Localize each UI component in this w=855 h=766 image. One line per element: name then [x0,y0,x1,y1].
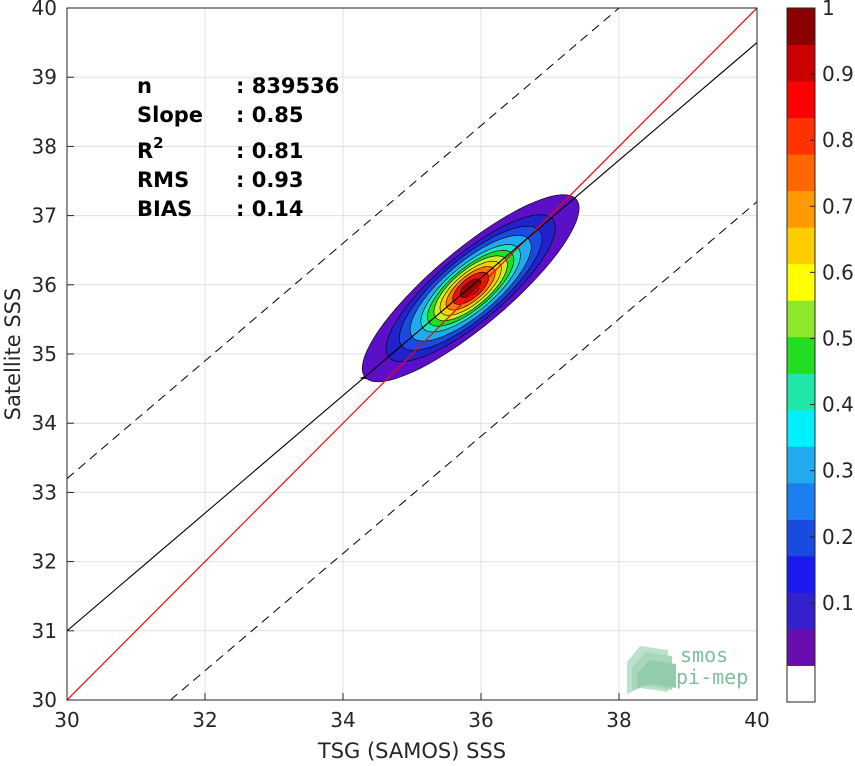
y-axis-ticks: 30 31 32 33 34 35 36 37 38 39 40 [32,0,74,712]
y-tick-label: 34 [32,411,57,435]
colorbar-tick-label: 0.3 [822,459,854,483]
contour-level [460,278,482,298]
stat-key: RMS [137,168,189,192]
colorbar-segment [787,154,815,192]
regression-line [67,42,757,632]
colorbar-segment [787,81,815,119]
x-tick-label: 34 [330,708,355,732]
y-tick-label: 38 [32,134,57,158]
colorbar-ticks: 0.1 0.2 0.3 0.4 0.5 0.6 0.7 0.8 0.9 1 [810,0,854,615]
stat-value: : 839536 [236,74,339,98]
smos-pi-mep-logo: smos pi-mep [627,643,748,694]
colorbar-tick-label: 0.6 [822,260,854,284]
stat-value: : 0.81 [236,139,304,163]
x-axis-ticks: 30 32 34 36 38 40 [54,693,770,732]
y-tick-label: 33 [32,480,57,504]
colorbar-segment [787,190,815,228]
colorbar-segment [787,409,815,447]
stat-value: : 0.85 [236,103,304,127]
y-tick-label: 31 [32,619,57,643]
colorbar-tick-label: 0.7 [822,194,854,218]
y-tick-label: 36 [32,273,57,297]
x-tick-label: 32 [192,708,217,732]
colorbar-tick-label: 0.8 [822,128,854,152]
grid [66,7,758,701]
logo-text-smos: smos [680,643,728,667]
stat-key: n [137,74,152,98]
y-tick-label: 32 [32,550,57,574]
colorbar-segment [787,263,815,301]
logo-text-pimep: pi-mep [676,665,748,689]
lower-dashed-line [170,201,757,700]
colorbar-segment [787,300,815,338]
colorbar-segment [787,592,815,630]
colorbar-segment [787,555,815,593]
colorbar-tick-label: 0.5 [822,326,854,350]
upper-dashed-line [67,8,620,479]
colorbar-segment [787,482,815,520]
colorbar-tick-label: 0.1 [822,591,854,615]
colorbar-segment [787,519,815,557]
stat-key: BIAS [137,197,192,221]
colorbar-segment [787,336,815,374]
density-contours [360,194,580,383]
y-tick-label: 40 [32,0,57,20]
y-tick-label: 39 [32,65,57,89]
colorbar-tick-label: 1 [822,0,835,20]
one-to-one-line [67,8,757,700]
colorbar-segment [787,446,815,484]
colorbar-frame [786,7,816,703]
y-tick-label: 30 [32,688,57,712]
colorbar-tick-label: 0.9 [822,62,854,86]
colorbar-tick-label: 0.2 [822,525,854,549]
y-tick-label: 35 [32,342,57,366]
x-axis-label: TSG (SAMOS) SSS [317,739,506,763]
colorbar-segment [787,8,815,46]
x-tick-label: 30 [54,708,79,732]
y-tick-label: 37 [32,204,57,228]
stat-key: Slope [137,103,203,127]
y-axis-label: Satellite SSS [1,288,25,421]
colorbar-segment [787,227,815,265]
x-tick-label: 40 [744,708,769,732]
colorbar-segment [787,117,815,155]
x-tick-label: 36 [468,708,493,732]
stat-value: : 0.93 [236,168,304,192]
colorbar-segment [787,665,815,703]
x-tick-label: 38 [606,708,631,732]
logo-wave-icon [627,646,676,694]
stat-value: : 0.14 [236,197,304,221]
colorbar-tick-label: 0.4 [822,393,854,417]
colorbar-segment [787,44,815,82]
colorbar [786,7,816,703]
reference-lines [67,8,757,700]
colorbar-segment [787,628,815,666]
